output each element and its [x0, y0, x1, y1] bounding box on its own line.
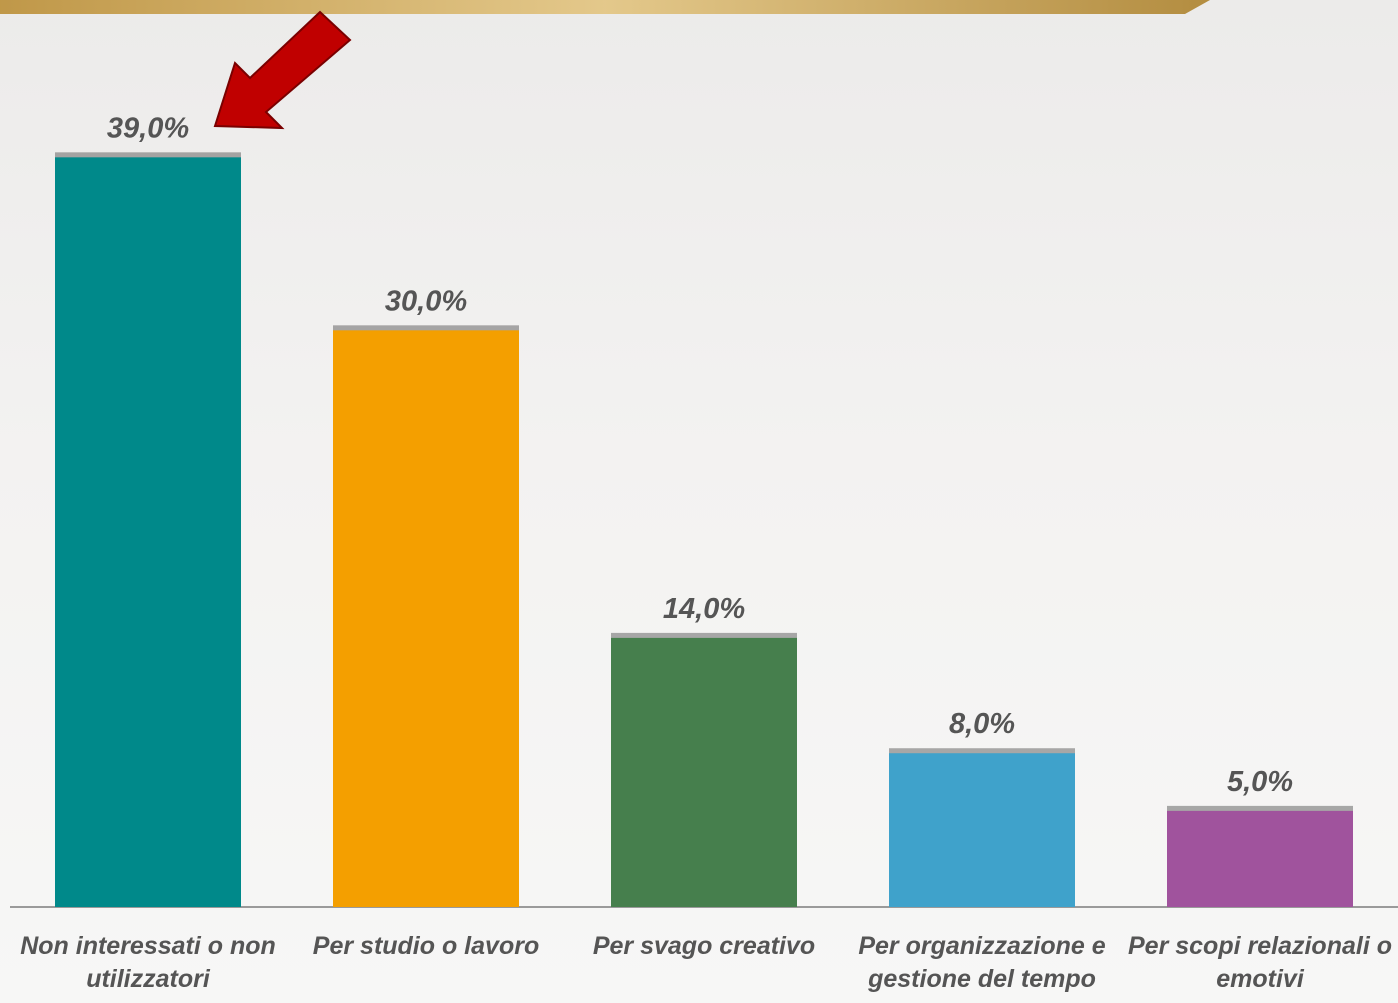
chart: 39,0% 30,0% 14,0% 8,0% 5,0% — [0, 0, 1398, 1003]
value-label: 39,0% — [107, 112, 189, 144]
value-label: 8,0% — [949, 708, 1015, 740]
x-tick-label: Per svago creativo — [566, 930, 842, 963]
x-tick-label: Per scopi relazionali o emotivi — [1122, 930, 1398, 996]
value-label: 14,0% — [663, 593, 745, 625]
bar — [333, 330, 519, 907]
bar — [889, 753, 1075, 907]
page: 39,0% 30,0% 14,0% 8,0% 5,0% Non interessati … — [0, 0, 1398, 1003]
value-label: 5,0% — [1227, 766, 1293, 798]
value-label: 30,0% — [385, 285, 467, 317]
header-band — [0, 0, 1210, 14]
bar — [55, 157, 241, 907]
x-tick-label: Non interessati o non utilizzatori — [10, 930, 286, 996]
bar — [611, 638, 797, 907]
x-tick-label: Per organizzazione e gestione del tempo — [844, 930, 1120, 996]
highlight-arrow — [215, 12, 350, 128]
bar — [1167, 811, 1353, 907]
x-tick-label: Per studio o lavoro — [288, 930, 564, 963]
